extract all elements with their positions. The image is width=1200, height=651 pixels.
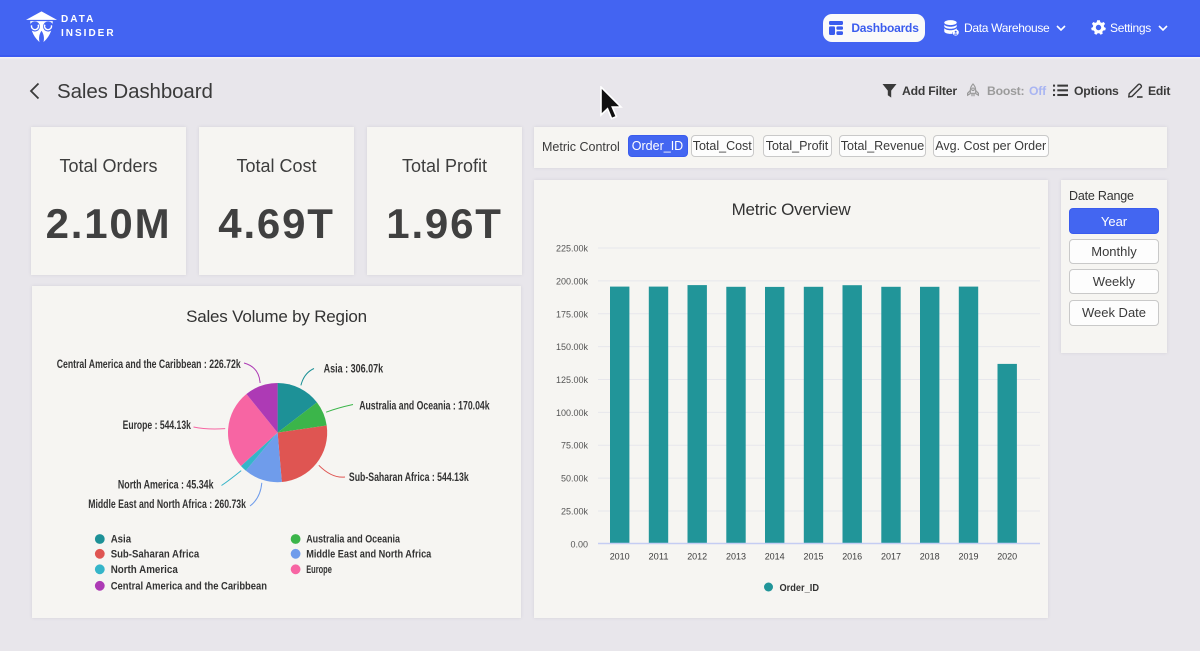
svg-text:Asia: Asia	[111, 534, 132, 546]
svg-text:2010: 2010	[610, 552, 630, 563]
svg-text:2015: 2015	[804, 552, 824, 563]
svg-text:Sub-Saharan Africa: Sub-Saharan Africa	[111, 548, 200, 560]
svg-text:225.00k: 225.00k	[556, 244, 589, 254]
svg-text:Middle East and North Africa: Middle East and North Africa	[306, 548, 432, 560]
svg-text:25.00k: 25.00k	[561, 507, 589, 517]
svg-text:2014: 2014	[765, 552, 785, 563]
svg-text:Sub-Saharan Africa : 544.13k: Sub-Saharan Africa : 544.13k	[349, 470, 469, 484]
svg-text:Europe: Europe	[306, 564, 332, 576]
svg-text:50.00k: 50.00k	[561, 474, 589, 484]
svg-text:North America : 45.34k: North America : 45.34k	[118, 477, 214, 491]
svg-text:North America: North America	[111, 564, 179, 576]
svg-text:2012: 2012	[687, 552, 707, 563]
svg-text:2011: 2011	[649, 552, 669, 563]
svg-text:Australia and Oceania: Australia and Oceania	[306, 534, 401, 546]
svg-text:0.00: 0.00	[570, 539, 588, 549]
svg-text:Central America and the Caribb: Central America and the Caribbean	[111, 580, 268, 592]
svg-text:175.00k: 175.00k	[556, 309, 589, 319]
svg-text:Europe : 544.13k: Europe : 544.13k	[123, 418, 192, 432]
svg-text:200.00k: 200.00k	[556, 276, 589, 286]
svg-text:150.00k: 150.00k	[556, 342, 589, 352]
svg-text:Middle East and North Africa :: Middle East and North Africa : 260.73k	[88, 497, 246, 511]
svg-text:125.00k: 125.00k	[556, 375, 589, 385]
svg-text:Australia and Oceania : 170.04: Australia and Oceania : 170.04k	[359, 398, 490, 412]
svg-text:Order_ID: Order_ID	[780, 582, 820, 594]
svg-text:2019: 2019	[959, 552, 979, 563]
svg-text:75.00k: 75.00k	[561, 441, 589, 451]
svg-text:2018: 2018	[920, 552, 940, 563]
svg-text:2017: 2017	[881, 552, 901, 563]
svg-text:Asia : 306.07k: Asia : 306.07k	[324, 361, 384, 375]
svg-text:Central America and the Caribb: Central America and the Caribbean : 226.…	[57, 357, 241, 371]
svg-text:2016: 2016	[842, 552, 862, 563]
svg-text:2020: 2020	[997, 552, 1017, 563]
svg-text:2013: 2013	[726, 552, 746, 563]
svg-text:100.00k: 100.00k	[556, 408, 589, 418]
